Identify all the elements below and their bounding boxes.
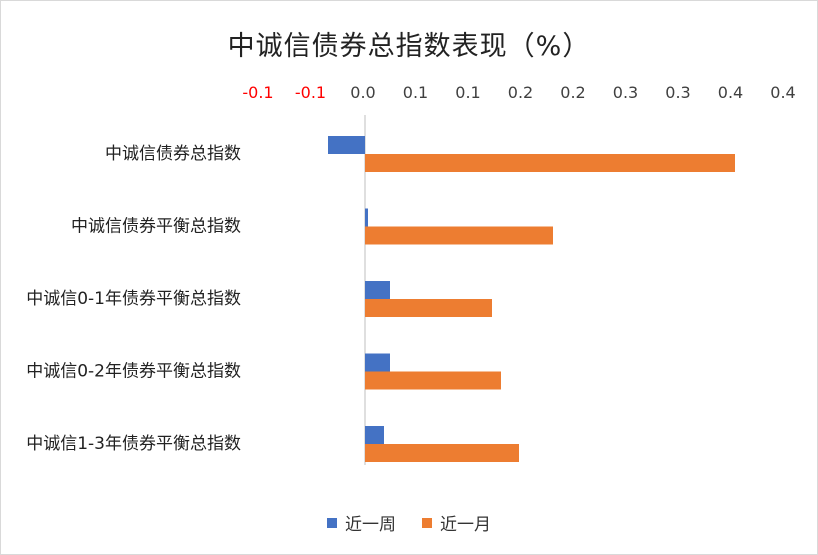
bar-month — [365, 226, 553, 245]
legend-item-week: 近一周 — [327, 510, 396, 535]
legend-swatch-month — [422, 517, 432, 528]
bar-month — [365, 444, 519, 462]
category-label: 中诚信0-2年债券平衡总指数 — [26, 362, 241, 382]
bar-month — [365, 299, 492, 317]
category-label: 中诚信债券总指数 — [105, 144, 241, 164]
x-tick-label: 0.1 — [455, 83, 480, 102]
x-tick-label: 0.4 — [770, 83, 795, 102]
bar-month — [365, 154, 735, 172]
x-tick-label: -0.1 — [295, 83, 326, 102]
category-label: 中诚信债券平衡总指数 — [71, 217, 241, 237]
chart-title: 中诚信债券总指数表现（%） — [227, 31, 591, 62]
category-label: 中诚信0-1年债券平衡总指数 — [26, 289, 241, 309]
legend-swatch-week — [327, 517, 337, 528]
x-tick-label: 0.4 — [718, 83, 743, 102]
bar-week — [365, 353, 390, 372]
x-tick-label: 0.2 — [508, 83, 533, 102]
legend-label-week: 近一周 — [345, 515, 396, 535]
x-tick-label: 0.0 — [350, 83, 375, 102]
legend-label-month: 近一月 — [440, 515, 491, 535]
bar-week — [328, 136, 365, 154]
x-tick-label: 0.1 — [403, 83, 428, 102]
chart-legend: 近一周 近一月 — [0, 510, 818, 535]
x-tick-label: 0.3 — [613, 83, 638, 102]
bar-month — [365, 371, 501, 390]
bar-week — [365, 281, 390, 299]
legend-item-month: 近一月 — [422, 510, 491, 535]
x-tick-label: 0.3 — [665, 83, 690, 102]
x-tick-label: -0.1 — [242, 83, 273, 102]
x-tick-label: 0.2 — [560, 83, 585, 102]
bar-week — [365, 208, 368, 227]
category-label: 中诚信1-3年债券平衡总指数 — [26, 434, 241, 454]
bar-week — [365, 426, 384, 444]
